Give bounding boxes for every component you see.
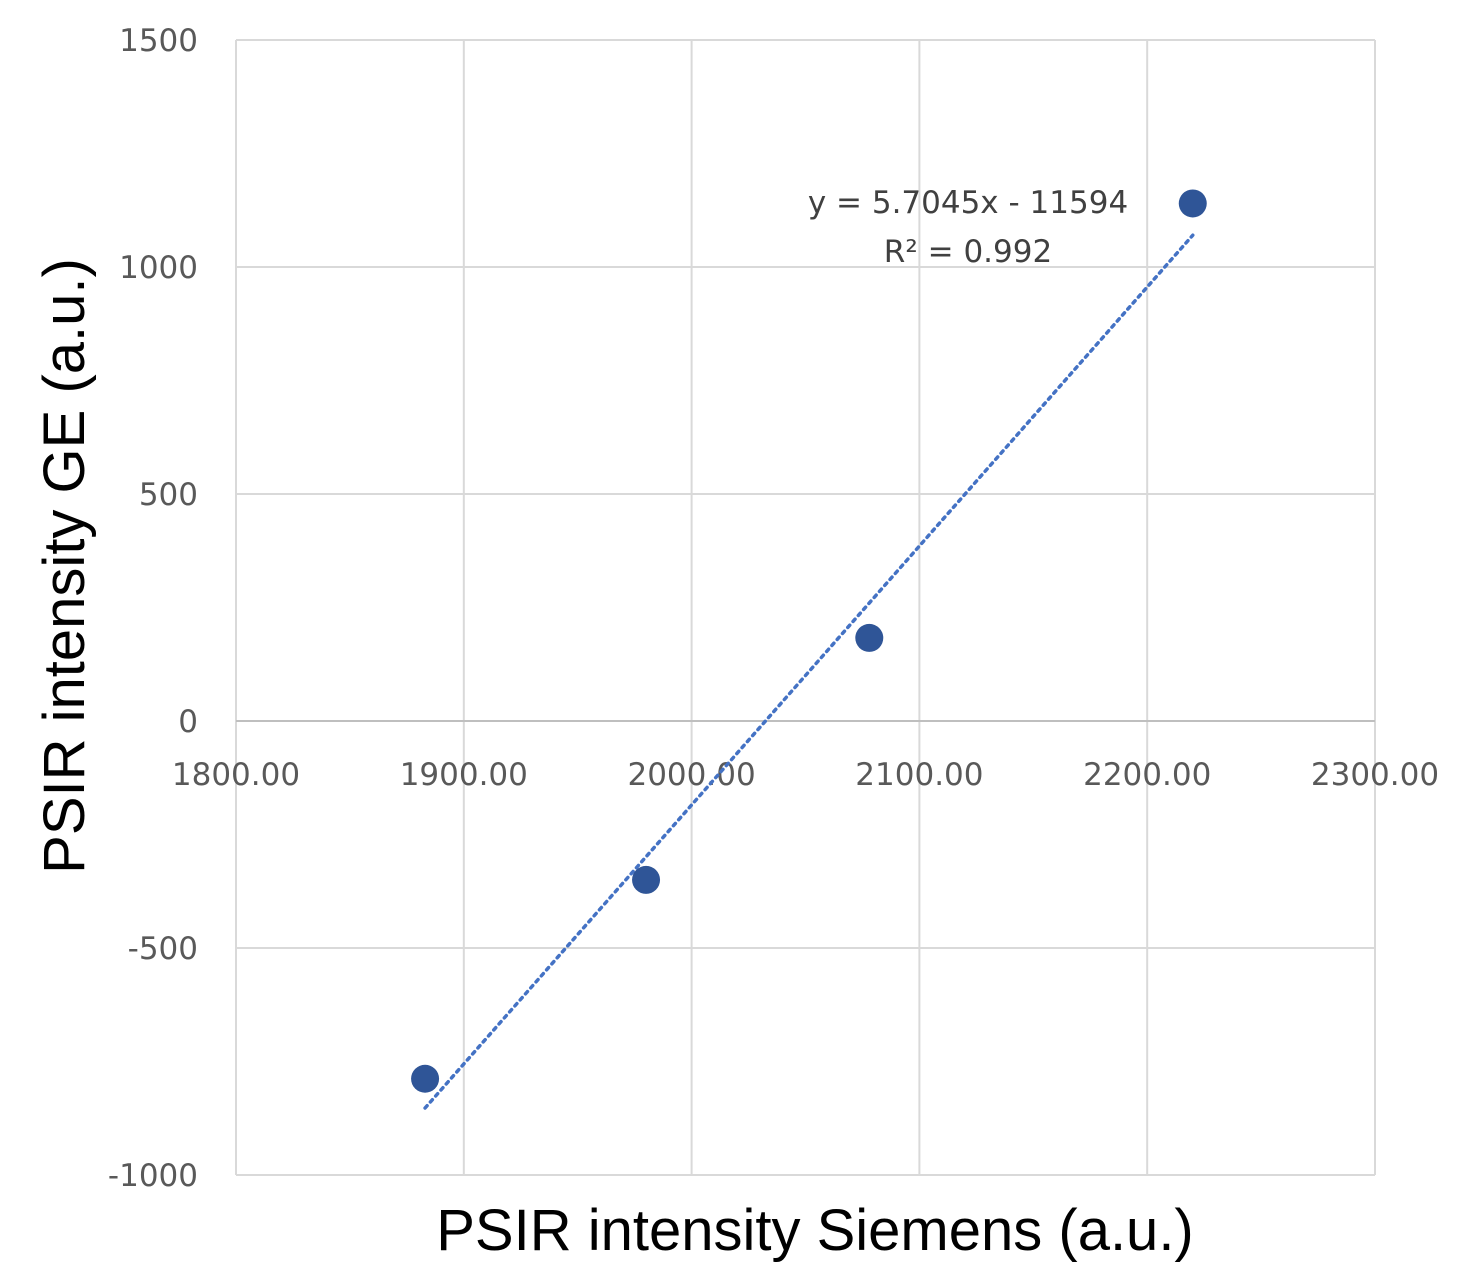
trendline [423,233,1195,1110]
data-point [1178,189,1207,218]
y-tick-label: -1000 [108,1158,198,1194]
trendline-equation: y = 5.7045x - 11594 [808,185,1128,221]
x-tick-label: 1900.00 [400,757,528,793]
x-tick-label: 2300.00 [1311,757,1439,793]
y-tick-label: 1000 [119,250,198,286]
x-axis-title: PSIR intensity Siemens (a.u.) [436,1198,1194,1263]
x-tick-label: 1800.00 [172,757,300,793]
data-point [855,623,884,652]
y-tick-label: -500 [128,931,198,967]
grid-lines [235,39,1376,1176]
y-tick-label: 500 [139,477,198,513]
x-tick-label: 2000.00 [627,757,755,793]
y-axis-title: PSIR intensity GE (a.u.) [32,258,97,874]
trendline-path [423,233,1195,1110]
x-tick-label: 2200.00 [1083,757,1211,793]
trendline-r-squared: R² = 0.992 [884,234,1052,270]
data-points [411,189,1207,1093]
data-point [411,1064,440,1093]
tick-labels: 1800.00 1900.00 2000.00 2100.00 2200.00 2300.… [108,23,1439,1194]
x-tick-label: 2100.00 [855,757,983,793]
y-tick-label: 1500 [119,23,198,59]
y-tick-label: 0 [178,704,198,740]
data-point [632,865,661,894]
